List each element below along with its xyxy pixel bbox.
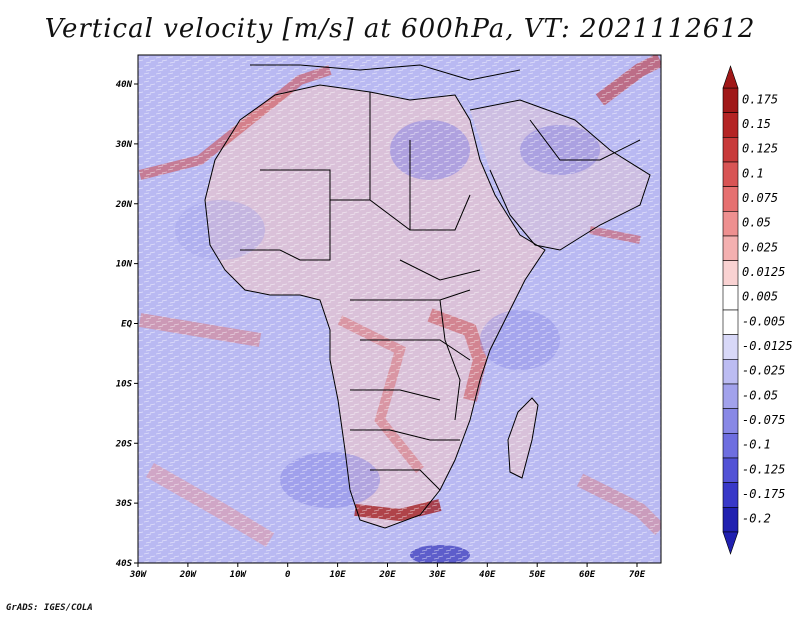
lon-label: 70E [629, 570, 646, 580]
colorbar-label: -0.125 [742, 462, 785, 476]
colorbar-segment [722, 408, 739, 434]
longitude-axis: 30W 20W 10W 0 10E 20E 30E 40E 50E 60E 70E [129, 563, 646, 580]
credit-text: GrADS: IGES/COLA [6, 603, 93, 613]
lat-label: 20S [115, 439, 133, 449]
lat-label: 30S [115, 499, 133, 509]
colorbar-segment [722, 260, 739, 286]
lon-label: 10W [230, 570, 248, 580]
lat-label: EQ [121, 320, 132, 330]
colorbar-segment [722, 87, 739, 113]
lon-label: 10E [329, 570, 346, 580]
lon-label: 30E [428, 570, 446, 580]
lon-label: 60E [579, 570, 596, 580]
field-layer [138, 55, 661, 563]
colorbar-segment [722, 309, 739, 335]
lon-label: 40E [479, 570, 496, 580]
colorbar-segment [722, 211, 739, 237]
colorbar-segment [722, 433, 739, 459]
lat-label: 40S [116, 559, 133, 569]
colorbar-segment [722, 112, 739, 138]
colorbar-segment [722, 482, 739, 508]
colorbar-label: 0.075 [742, 191, 778, 205]
colorbar-label: -0.2 [742, 512, 771, 526]
colorbar-label: 0.1 [742, 166, 764, 180]
latitude-axis: 40N 30N 20N 10N EQ 10S 20S 30S 40S [115, 80, 138, 569]
lon-label: 0 [285, 570, 291, 580]
colorbar-segment [722, 359, 739, 385]
colorbar-label: 0.005 [742, 290, 778, 304]
lon-label: 20E [378, 570, 396, 580]
colorbar-label: -0.075 [742, 413, 785, 427]
colorbar-segment [722, 457, 739, 483]
colorbar-label: -0.1 [742, 438, 771, 452]
colorbar-label: 0.05 [742, 216, 771, 230]
colorbar-label: -0.0125 [742, 339, 793, 353]
colorbar-min-arrow [722, 531, 739, 555]
lat-label: 30N [115, 140, 133, 150]
lon-label: 20W [179, 570, 198, 580]
colorbar-label: -0.05 [742, 388, 778, 402]
colorbar-segment [722, 137, 739, 163]
colorbar-label: -0.025 [742, 364, 785, 378]
borders [204, 64, 651, 529]
colorbar-segment [722, 383, 739, 409]
colorbar-segment [722, 186, 739, 212]
colorbar-label: 0.15 [742, 117, 771, 131]
colorbar-label: 0.0125 [742, 265, 785, 279]
plot-frame [137, 54, 662, 564]
colorbar-segment [722, 285, 739, 311]
map-title: Vertical velocity [m/s] at 600hPa, VT: 2… [44, 14, 756, 44]
lat-label: 10S [116, 379, 133, 389]
colorbar-label: 0.025 [742, 240, 778, 254]
lon-label: 30W [129, 570, 148, 580]
colorbar-segment [722, 507, 739, 533]
colorbar-label: 0.125 [742, 142, 778, 156]
colorbar-segment [722, 235, 739, 261]
colorbar-label: 0.175 [742, 92, 778, 106]
lat-label: 20N [115, 200, 133, 210]
lon-label: 50E [529, 570, 546, 580]
colorbar-label: -0.005 [742, 314, 785, 328]
colorbar-segment [722, 334, 739, 360]
lat-label: 10N [116, 260, 133, 270]
colorbar-legend: 0.175 0.15 0.125 0.1 0.075 0.05 0.025 0.0125 0.0… [722, 65, 793, 555]
colorbar-label: -0.175 [742, 487, 785, 501]
colorbar-max-arrow [722, 65, 739, 89]
colorbar-segment [722, 161, 739, 187]
lat-label: 40N [116, 80, 133, 90]
